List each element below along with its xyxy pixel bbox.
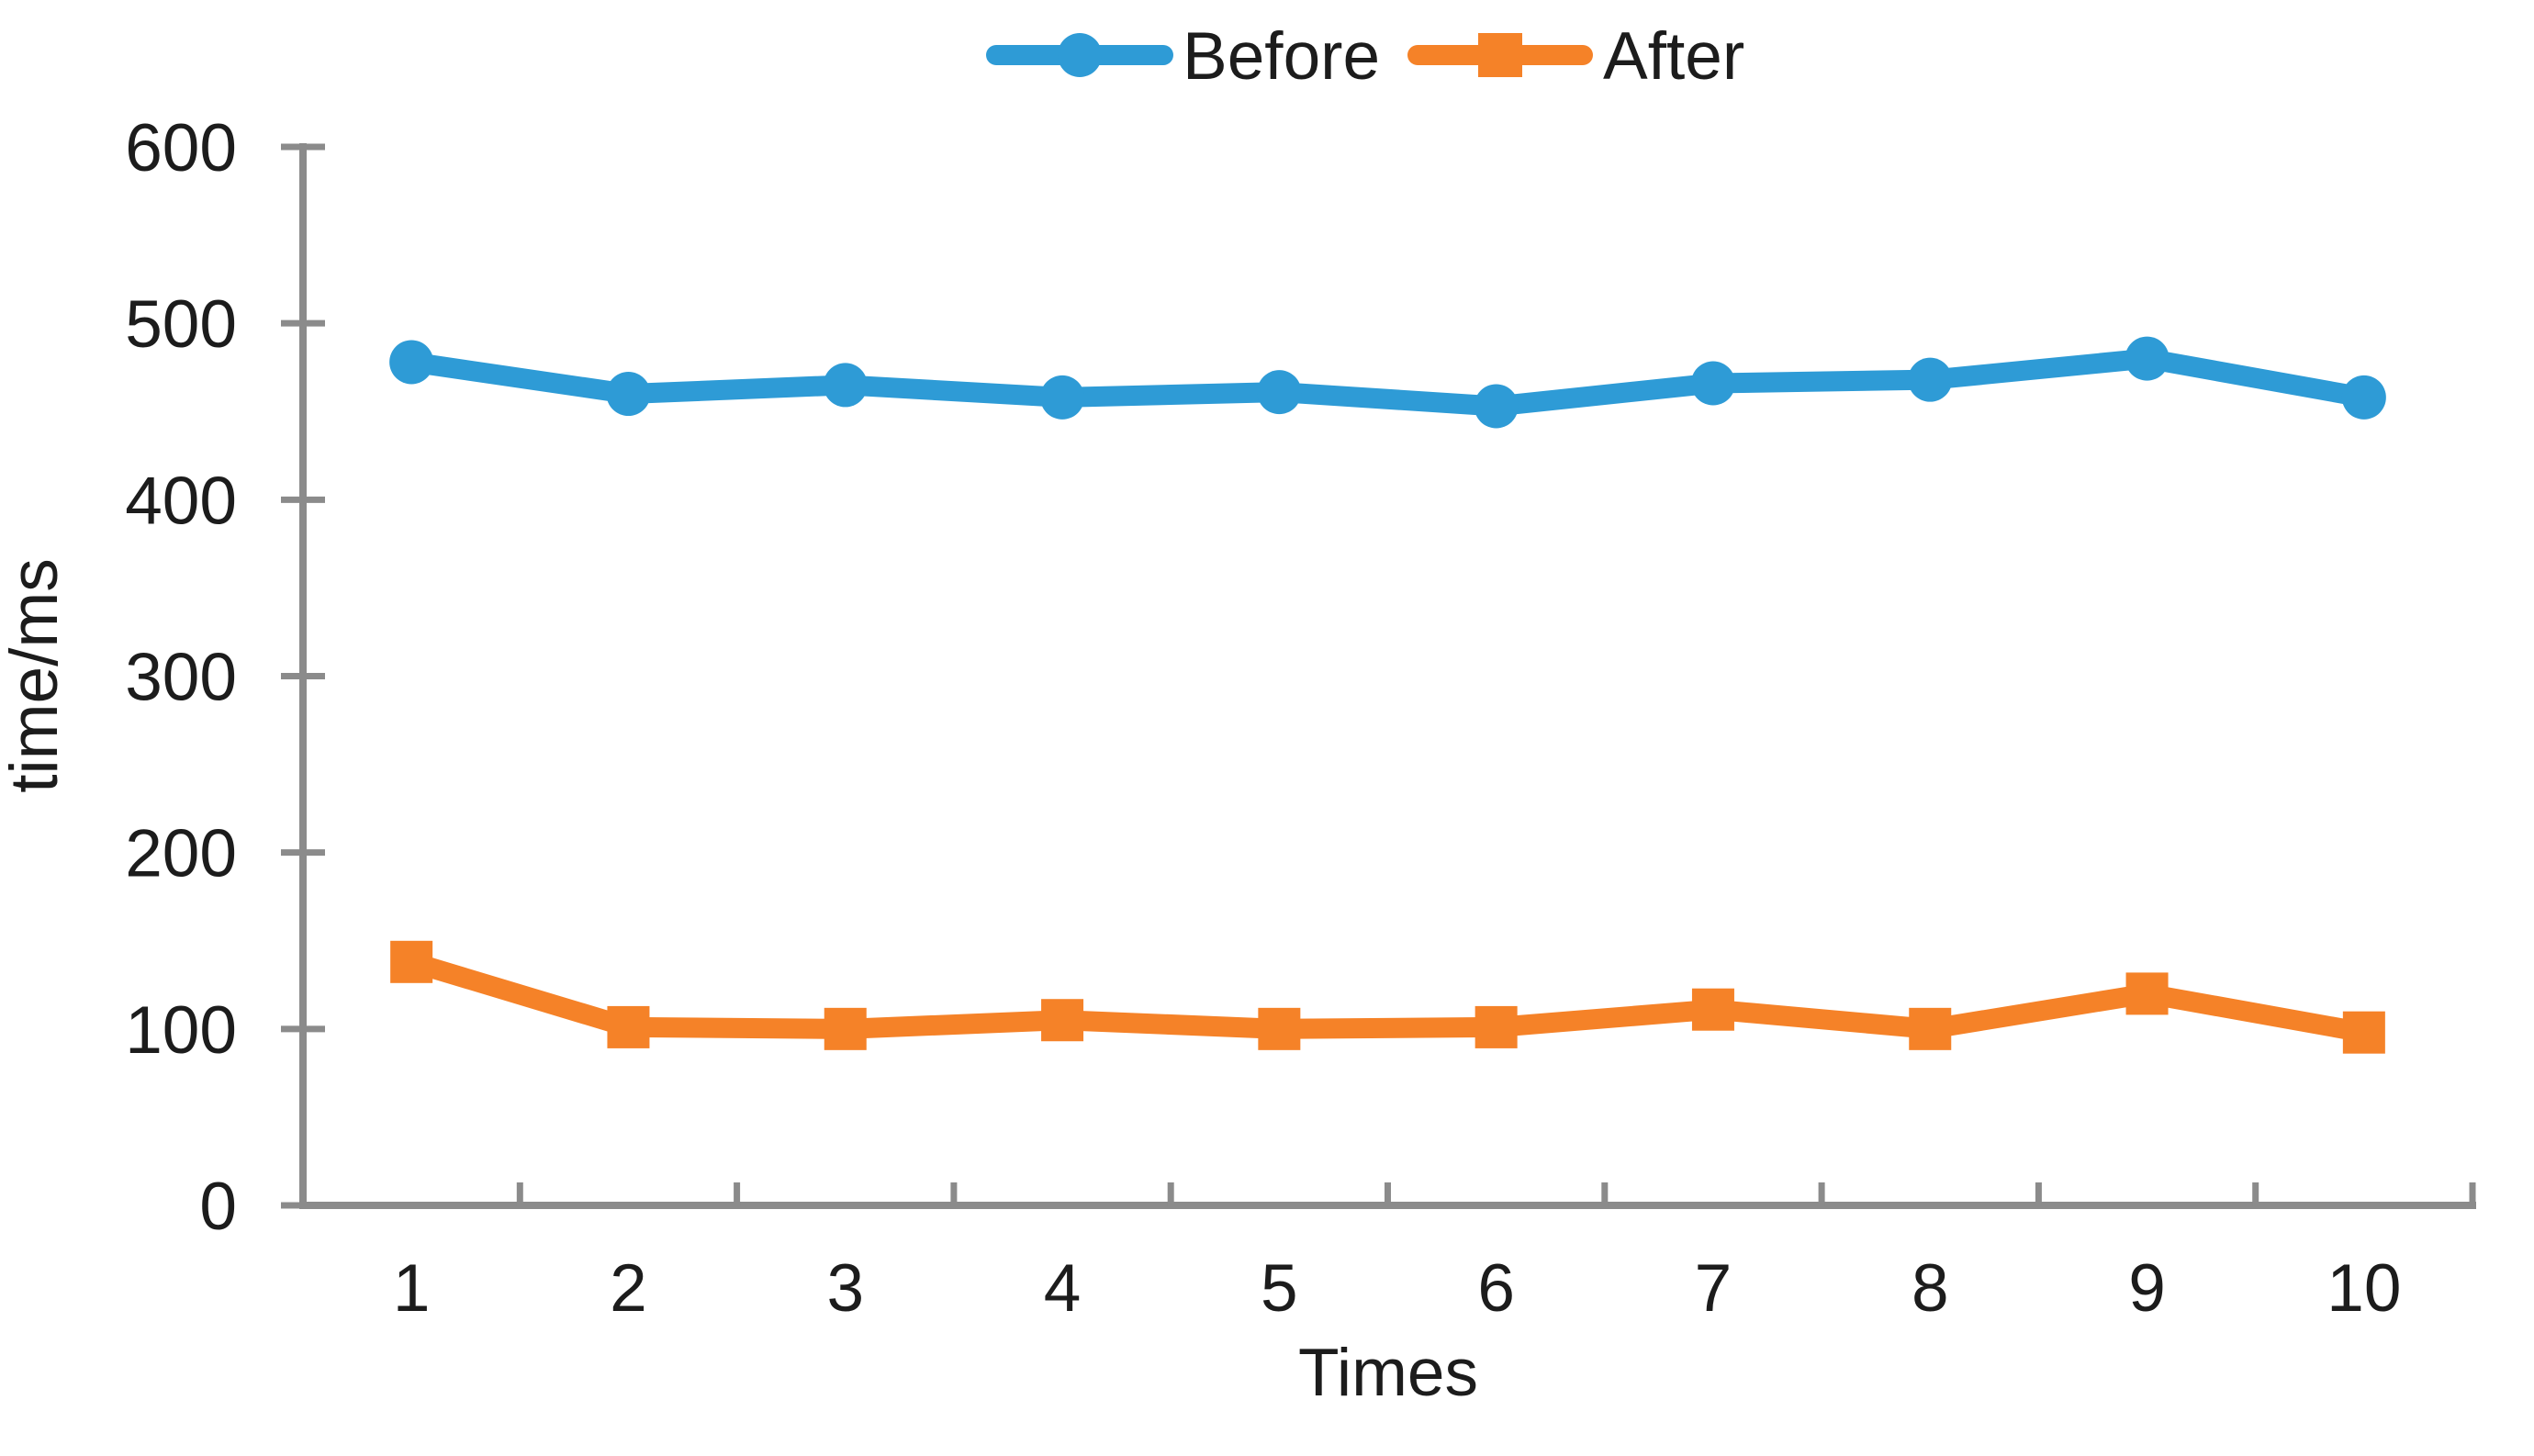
y-tick-label: 500 [125, 287, 237, 362]
x-tick-label: 5 [1261, 1251, 1298, 1326]
data-point-before-9 [2125, 336, 2170, 381]
x-axis: 1 2 3 4 5 6 7 8 9 10 Times [299, 1182, 2476, 1410]
y-tick-label: 300 [125, 641, 237, 715]
data-point-before-10 [2341, 375, 2386, 420]
y-tick-label: 0 [199, 1170, 237, 1244]
data-point-before-8 [1908, 357, 1953, 402]
y-axis-ticks [281, 143, 325, 1209]
x-tick-label: 2 [610, 1251, 647, 1326]
data-point-after-10 [2342, 1011, 2385, 1054]
x-tick-label: 10 [2327, 1251, 2401, 1326]
legend-label-before: Before [1183, 19, 1380, 94]
data-point-after-1 [390, 940, 433, 983]
data-point-after-4 [1041, 999, 1084, 1042]
legend-label-after: After [1603, 19, 1744, 94]
x-axis-tick-labels: 1 2 3 4 5 6 7 8 9 10 [393, 1251, 2402, 1326]
series-line-after [401, 951, 2374, 1043]
x-tick-label: 8 [1912, 1251, 1949, 1326]
legend: Before After [986, 19, 1744, 94]
data-point-after-3 [824, 1007, 867, 1050]
legend-marker-square-icon [1478, 33, 1522, 77]
y-axis: 0 100 200 300 400 500 600 time/ms [0, 111, 325, 1244]
y-axis-tick-labels: 0 100 200 300 400 500 600 [125, 111, 237, 1244]
x-tick-label: 9 [2128, 1251, 2166, 1326]
x-tick-label: 6 [1477, 1251, 1515, 1326]
data-point-after-2 [607, 1005, 650, 1048]
series-before [389, 336, 2386, 429]
plot-area [389, 336, 2386, 1054]
y-tick-label: 400 [125, 464, 237, 538]
data-point-before-2 [606, 372, 651, 417]
legend-marker-circle-icon [1058, 33, 1102, 77]
legend-item-before: Before [986, 19, 1380, 94]
x-tick-label: 1 [393, 1251, 431, 1326]
x-axis-title: Times [1298, 1336, 1478, 1410]
x-axis-ticks [299, 1182, 2476, 1206]
y-tick-label: 600 [125, 111, 237, 185]
data-point-before-4 [1040, 375, 1085, 420]
data-point-after-8 [1909, 1007, 1952, 1050]
data-point-after-7 [1691, 988, 1734, 1031]
x-tick-label: 3 [826, 1251, 864, 1326]
series-line-before [401, 348, 2374, 417]
data-point-before-3 [823, 363, 868, 408]
data-point-after-6 [1474, 1005, 1518, 1048]
x-tick-label: 4 [1044, 1251, 1082, 1326]
data-point-after-9 [2125, 972, 2169, 1015]
y-tick-label: 100 [125, 993, 237, 1068]
series-after [390, 940, 2385, 1054]
legend-item-after: After [1407, 19, 1744, 94]
data-point-after-5 [1258, 1007, 1301, 1050]
x-tick-label: 7 [1695, 1251, 1732, 1326]
data-point-before-6 [1474, 384, 1519, 429]
data-point-before-7 [1690, 361, 1735, 406]
data-point-before-5 [1257, 370, 1302, 415]
y-axis-title: time/ms [0, 558, 72, 793]
y-tick-label: 200 [125, 817, 237, 891]
data-point-before-1 [389, 340, 434, 385]
